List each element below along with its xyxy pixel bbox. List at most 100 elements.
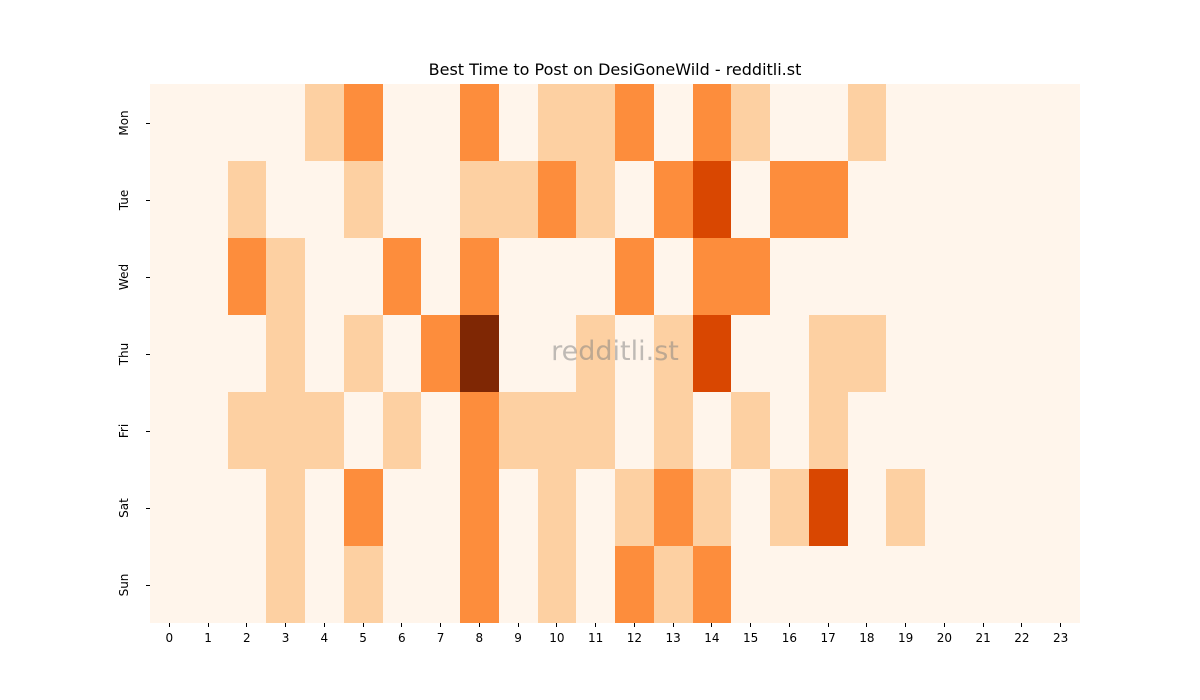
heatmap-cell [343, 546, 383, 623]
heatmap-cell [537, 392, 577, 469]
heatmap-cell [460, 161, 499, 238]
heatmap-cell [615, 392, 654, 469]
heatmap-cell [498, 84, 538, 161]
heatmap-cell [188, 315, 228, 392]
y-tick-label: Tue [110, 161, 150, 238]
heatmap-cell [963, 392, 1003, 469]
heatmap-cell [150, 392, 189, 469]
heatmap-cell [653, 84, 693, 161]
x-tick-label: 21 [964, 623, 1003, 645]
heatmap-cell [1041, 238, 1080, 315]
x-tick-label: 3 [266, 623, 305, 645]
heatmap-cell [227, 238, 267, 315]
heatmap-cell [1041, 392, 1080, 469]
heatmap-cell [305, 546, 344, 623]
heatmap-cell [537, 84, 577, 161]
heatmap-cell [382, 469, 422, 546]
heatmap-cell [498, 469, 538, 546]
heatmap-cell [886, 161, 925, 238]
heatmap-cell [847, 315, 887, 392]
heatmap-cell [963, 469, 1003, 546]
heatmap-cell [1002, 392, 1042, 469]
heatmap-cell [576, 315, 615, 392]
heatmap-cell [925, 392, 964, 469]
heatmap-cell [731, 84, 770, 161]
x-tick-label: 23 [1041, 623, 1080, 645]
heatmap-cell [808, 161, 848, 238]
heatmap-cell [150, 546, 189, 623]
y-tick-label: Mon [110, 84, 150, 161]
heatmap-cell [886, 546, 925, 623]
x-tick-label: 13 [654, 623, 693, 645]
heatmap-cell [382, 161, 422, 238]
heatmap-cell [188, 238, 228, 315]
heatmap-cell [382, 392, 422, 469]
x-tick-label: 20 [925, 623, 964, 645]
heatmap-cell [1002, 161, 1042, 238]
heatmap-cell [537, 238, 577, 315]
heatmap-cell [460, 546, 499, 623]
heatmap-cell [731, 469, 770, 546]
heatmap-cell [731, 546, 770, 623]
x-tick-label: 7 [421, 623, 460, 645]
heatmap-cell [925, 469, 964, 546]
x-tick-label: 1 [189, 623, 228, 645]
heatmap-cell [692, 161, 732, 238]
chart-title: Best Time to Post on DesiGoneWild - redd… [428, 60, 802, 79]
heatmap-cell [537, 469, 577, 546]
heatmap-cell [188, 546, 228, 623]
heatmap-cell [770, 315, 809, 392]
heatmap-cell [925, 546, 964, 623]
heatmap-cell [692, 238, 732, 315]
heatmap-cell [227, 84, 267, 161]
heatmap-cell [460, 238, 499, 315]
x-tick-label: 17 [809, 623, 848, 645]
heatmap-cell [266, 469, 305, 546]
heatmap-cell [963, 238, 1003, 315]
y-tick-label: Thu [110, 315, 150, 392]
heatmap-cell [498, 392, 538, 469]
heatmap-cell [305, 469, 344, 546]
heatmap-cell [150, 469, 189, 546]
heatmap-cell [576, 238, 615, 315]
y-axis: Mon Tue Wed Thu Fri Sat Sun [110, 84, 150, 623]
heatmap-cell [963, 315, 1003, 392]
heatmap-cell [847, 238, 887, 315]
x-tick-label: 4 [305, 623, 344, 645]
y-tick-label: Sun [110, 546, 150, 623]
heatmap-cell [963, 84, 1003, 161]
heatmap-cell [305, 238, 344, 315]
heatmap-cell [343, 238, 383, 315]
heatmap-cell [770, 546, 809, 623]
heatmap-cell [266, 315, 305, 392]
heatmap-cell [692, 392, 732, 469]
heatmap-cell [770, 161, 809, 238]
x-tick-label: 9 [499, 623, 538, 645]
x-tick-label: 14 [693, 623, 732, 645]
y-tick-label: Fri [110, 392, 150, 469]
heatmap-cell [808, 392, 848, 469]
heatmap-cell [537, 546, 577, 623]
heatmap-cell [886, 392, 925, 469]
heatmap-cell [421, 238, 460, 315]
heatmap-cell [615, 469, 654, 546]
heatmap-cell [460, 469, 499, 546]
heatmap-cell [498, 315, 538, 392]
heatmap-cell [382, 546, 422, 623]
heatmap-cell [925, 84, 964, 161]
x-tick-label: 15 [731, 623, 770, 645]
x-tick-label: 11 [576, 623, 615, 645]
heatmap-cell [576, 469, 615, 546]
heatmap-plot [150, 84, 1080, 623]
heatmap-cell [615, 546, 654, 623]
heatmap-cell [498, 161, 538, 238]
heatmap-cell [963, 546, 1003, 623]
heatmap-cell [421, 546, 460, 623]
heatmap-cell [770, 238, 809, 315]
heatmap-cell [382, 238, 422, 315]
heatmap-cell [808, 469, 848, 546]
heatmap-cell [886, 469, 925, 546]
heatmap-cell [731, 315, 770, 392]
x-tick-label: 6 [383, 623, 422, 645]
heatmap-cell [460, 84, 499, 161]
